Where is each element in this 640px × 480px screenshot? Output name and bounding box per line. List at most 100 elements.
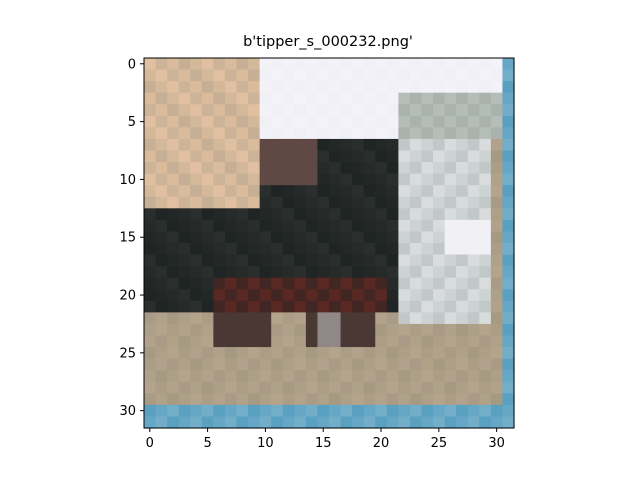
- image-pixel: [421, 393, 434, 406]
- image-pixel: [213, 358, 226, 371]
- image-pixel: [421, 219, 434, 233]
- image-pixel: [352, 416, 365, 429]
- image-pixel: [386, 335, 399, 348]
- image-pixel: [490, 323, 504, 337]
- image-pixel: [340, 92, 353, 105]
- image-pixel: [305, 404, 319, 418]
- image-pixel: [155, 69, 168, 82]
- image-pixel: [502, 115, 515, 128]
- image-pixel: [456, 208, 469, 221]
- image-pixel: [271, 231, 284, 244]
- y-tick-label: 20: [119, 289, 136, 304]
- image-pixel: [409, 347, 423, 360]
- image-pixel: [375, 127, 388, 140]
- image-pixel: [248, 335, 261, 348]
- image-pixel: [305, 347, 319, 360]
- image-pixel: [398, 208, 411, 221]
- image-pixel: [502, 231, 515, 244]
- image-pixel: [386, 243, 399, 256]
- image-pixel: [317, 358, 330, 371]
- image-pixel: [144, 81, 157, 94]
- image-pixel: [155, 162, 168, 175]
- image-pixel: [340, 358, 353, 371]
- image-pixel: [340, 150, 353, 163]
- image-pixel: [340, 115, 353, 128]
- image-pixel: [248, 231, 261, 244]
- image-pixel: [467, 347, 480, 360]
- image-pixel: [502, 300, 515, 313]
- image-pixel: [479, 196, 492, 209]
- image-pixel: [178, 150, 191, 163]
- image-pixel: [317, 219, 330, 233]
- image-pixel: [248, 92, 261, 105]
- image-pixel: [329, 138, 342, 152]
- image-pixel: [490, 370, 504, 383]
- image-pixel: [398, 81, 411, 94]
- image-pixel: [178, 208, 191, 221]
- image-pixel: [155, 173, 168, 186]
- image-pixel: [317, 404, 330, 418]
- image-pixel: [178, 196, 191, 209]
- image-pixel: [259, 404, 272, 418]
- image-pixel: [155, 208, 168, 221]
- image-pixel: [294, 277, 307, 290]
- image-pixel: [224, 81, 238, 94]
- image-pixel: [456, 381, 469, 394]
- image-pixel: [421, 150, 434, 163]
- image-pixel: [201, 104, 214, 117]
- x-tick-label: 25: [431, 436, 448, 451]
- image-pixel: [294, 289, 307, 302]
- image-pixel: [386, 381, 399, 394]
- image-pixel: [502, 196, 515, 209]
- image-pixel: [190, 370, 203, 383]
- image-pixel: [248, 381, 261, 394]
- image-pixel: [317, 347, 330, 360]
- image-pixel: [155, 266, 168, 279]
- image-pixel: [386, 416, 399, 429]
- image-pixel: [490, 289, 504, 302]
- image-pixel: [224, 381, 238, 394]
- image-pixel: [248, 254, 261, 267]
- image-pixel: [444, 138, 457, 152]
- image-pixel: [167, 335, 180, 348]
- image-pixel: [456, 347, 469, 360]
- image-pixel: [479, 92, 492, 105]
- image-pixel: [409, 312, 423, 325]
- image-pixel: [144, 173, 157, 186]
- image-pixel: [282, 393, 295, 406]
- image-pixel: [271, 312, 284, 325]
- image-pixel: [409, 277, 423, 290]
- image-pixel: [433, 196, 446, 209]
- image-pixel: [317, 335, 330, 348]
- image-pixel: [294, 127, 307, 140]
- image-pixel: [456, 393, 469, 406]
- image-pixel: [294, 58, 307, 71]
- image-pixel: [224, 127, 238, 140]
- image-pixel: [178, 185, 191, 198]
- image-pixel: [467, 104, 480, 117]
- image-pixel: [433, 312, 446, 325]
- y-tick-label: 25: [119, 346, 136, 361]
- image-pixel: [236, 92, 249, 105]
- image-pixel: [271, 138, 284, 152]
- image-pixel: [190, 300, 203, 313]
- image-pixel: [444, 104, 457, 117]
- image-pixel: [352, 173, 365, 186]
- image-pixel: [490, 358, 504, 371]
- image-pixel: [479, 243, 492, 256]
- image-pixel: [201, 381, 214, 394]
- image-pixel: [213, 219, 226, 233]
- image-pixel: [340, 266, 353, 279]
- image-pixel: [375, 243, 388, 256]
- image-pixel: [236, 173, 249, 186]
- image-pixel: [201, 219, 214, 233]
- image-pixel: [259, 370, 272, 383]
- image-pixel: [433, 162, 446, 175]
- image-pixel: [409, 196, 423, 209]
- image-pixel: [352, 196, 365, 209]
- image-pixel: [282, 381, 295, 394]
- image-pixel: [398, 266, 411, 279]
- image-pixel: [271, 300, 284, 313]
- image-pixel: [386, 277, 399, 290]
- image-pixel: [444, 289, 457, 302]
